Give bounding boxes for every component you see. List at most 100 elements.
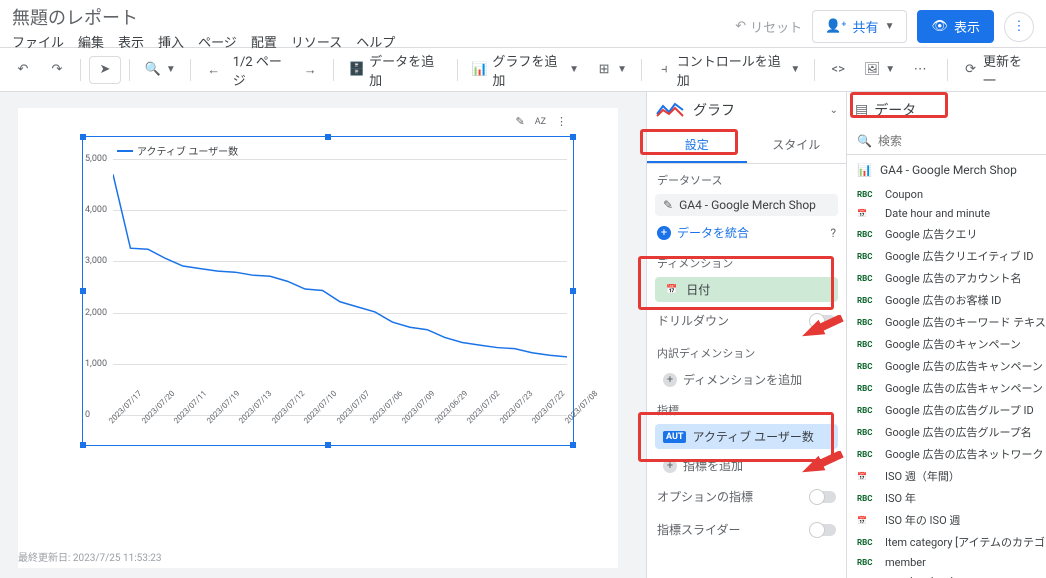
line-chart[interactable]: ✎ AZ ⋮ アクティブ ユーザー数 5,0004,0003,0002,0001… xyxy=(82,136,574,446)
more-horiz-icon: ⋯ xyxy=(911,61,929,79)
field-row[interactable]: RBCmember_level xyxy=(847,572,1046,578)
more-button[interactable]: ⋮ xyxy=(1004,12,1034,42)
field-row[interactable]: RBCGoogle 広告の広告キャンペーン ID xyxy=(847,355,1046,377)
y-tick-label: 0 xyxy=(85,410,90,420)
field-label: Google 広告のアカウント名 xyxy=(885,270,1021,286)
pencil-icon[interactable]: ✎ xyxy=(516,115,525,128)
chart-type-selector[interactable]: グラフ ⌄ xyxy=(647,92,846,128)
embed-button[interactable]: <> xyxy=(823,57,853,83)
view-button[interactable]: 👁 表示 xyxy=(917,10,994,43)
blend-data-link[interactable]: + データを統合 ? xyxy=(647,218,846,247)
text-type-icon: RBC xyxy=(857,406,879,415)
share-button[interactable]: 👤⁺ 共有 ▼ xyxy=(812,10,907,43)
field-row[interactable]: RBCGoogle 広告の広告キャンペーン タイプ xyxy=(847,377,1046,399)
data-source-row[interactable]: 📊 GA4 - Google Merch Shop xyxy=(847,155,1046,185)
field-row[interactable]: RBCmember xyxy=(847,553,1046,572)
text-type-icon: RBC xyxy=(857,494,879,503)
field-row[interactable]: RBC Google 広告の広告グループ名 xyxy=(847,421,1046,443)
field-label: Google 広告のお客様 ID xyxy=(885,292,1001,308)
field-label: Google 広告の広告グループ名 xyxy=(885,424,1032,440)
refresh-button[interactable]: ⟳更新を一 xyxy=(956,47,1038,93)
menu-arrange[interactable]: 配置 xyxy=(251,32,277,51)
field-row[interactable]: 📅Date hour and minute xyxy=(847,204,1046,223)
zoom-button[interactable]: 🔍▼ xyxy=(138,57,182,83)
canvas[interactable]: ✎ AZ ⋮ アクティブ ユーザー数 5,0004,0003,0002,0001… xyxy=(0,92,646,578)
blocks-icon: ⊞ xyxy=(595,61,613,79)
image-button[interactable]: 🖼▼ xyxy=(857,57,901,83)
field-row[interactable]: RBC Google 広告のお客様 ID xyxy=(847,289,1046,311)
field-label: Coupon xyxy=(885,188,923,201)
menu-page[interactable]: ページ xyxy=(198,32,237,51)
menu-view[interactable]: 表示 xyxy=(118,32,144,51)
field-row[interactable]: RBCGoogle 広告のアカウント名 xyxy=(847,267,1046,289)
field-row[interactable]: 📅ISO 週（年間） xyxy=(847,465,1046,487)
field-row[interactable]: RBC Google 広告の広告グループ ID xyxy=(847,399,1046,421)
field-label: ISO 年 xyxy=(885,490,916,506)
field-row[interactable]: RBC ISO 年 xyxy=(847,487,1046,509)
menu-insert[interactable]: 挿入 xyxy=(158,32,184,51)
field-row[interactable]: RBCCoupon xyxy=(847,185,1046,204)
table-icon: ▤ xyxy=(855,102,868,118)
sort-icon[interactable]: AZ xyxy=(535,117,546,127)
tab-style[interactable]: スタイル xyxy=(747,128,847,163)
field-row[interactable]: RBCGoogle 広告クリエイティブ ID xyxy=(847,245,1046,267)
y-tick-label: 1,000 xyxy=(85,359,107,369)
text-type-icon: RBC xyxy=(857,428,879,437)
redo-icon: ↷ xyxy=(48,61,66,79)
optional-metric-toggle[interactable]: オプションの指標 xyxy=(647,480,846,513)
image-icon: 🖼 xyxy=(863,61,881,79)
field-search[interactable]: 🔍 xyxy=(847,128,1046,155)
add-dimension-button[interactable]: + ディメンションを追加 xyxy=(655,367,838,392)
field-label: ISO 週（年間） xyxy=(885,468,960,484)
field-row[interactable]: RBCItem category [アイテムのカテゴリ] xyxy=(847,531,1046,553)
page-prev[interactable]: ← xyxy=(199,57,229,83)
search-icon: 🔍 xyxy=(857,134,872,148)
callout-arrow xyxy=(800,315,844,345)
add-chart-button[interactable]: 📊グラフを追加▼ xyxy=(466,47,586,93)
menu-edit[interactable]: 編集 xyxy=(78,32,104,51)
menubar: ファイル 編集 表示 挿入 ページ 配置 リソース ヘルプ xyxy=(12,32,395,51)
arrow-left-icon: ← xyxy=(205,61,223,79)
text-type-icon: RBC xyxy=(857,558,879,567)
add-data-button[interactable]: 🗄️データを追加 xyxy=(342,47,448,93)
doc-title[interactable]: 無題のレポート xyxy=(12,4,395,30)
search-input[interactable] xyxy=(878,134,1036,148)
metric-chip[interactable]: AUT アクティブ ユーザー数 xyxy=(655,424,838,449)
field-row[interactable]: RBCGoogle 広告クエリ xyxy=(847,223,1046,245)
field-row[interactable]: RBCGoogle 広告のキャンペーン xyxy=(847,333,1046,355)
dimension-chip[interactable]: 📅 日付 xyxy=(655,277,838,302)
chart-axes: 5,0004,0003,0002,0001,0000 xyxy=(113,159,567,413)
data-source-title: データソース xyxy=(647,164,846,192)
calendar-icon: 📅 xyxy=(857,516,879,525)
more-tools[interactable]: ⋯ xyxy=(905,57,935,83)
menu-resource[interactable]: リソース xyxy=(291,32,342,51)
dimension-title: ディメンション xyxy=(647,247,846,275)
field-label: Google 広告の広告ネットワーク タイ… xyxy=(885,446,1046,462)
page-next[interactable]: → xyxy=(295,57,325,83)
data-source-chip[interactable]: ✎ GA4 - Google Merch Shop xyxy=(655,194,838,216)
reset-button[interactable]: ↶ リセット xyxy=(735,17,802,36)
field-row[interactable]: RBCGoogle 広告のキーワード テキスト xyxy=(847,311,1046,333)
chart-more-icon[interactable]: ⋮ xyxy=(556,115,567,128)
help-icon[interactable]: ? xyxy=(830,226,836,240)
add-control-button[interactable]: ⫞コントロールを追加▼ xyxy=(650,47,806,93)
text-type-icon: RBC xyxy=(857,296,879,305)
toolbar: ↶ ↷ ➤ 🔍▼ ← 1/2 ページ → 🗄️データを追加 📊グラフを追加▼ ⊞… xyxy=(0,48,1046,92)
setup-tabs: 設定 スタイル xyxy=(647,128,846,164)
undo-button[interactable]: ↶ xyxy=(8,57,38,83)
zoom-icon: 🔍 xyxy=(144,61,162,79)
tab-setup[interactable]: 設定 xyxy=(647,128,747,163)
field-label: Google 広告の広告グループ ID xyxy=(885,402,1034,418)
menu-file[interactable]: ファイル xyxy=(12,32,64,51)
redo-button[interactable]: ↷ xyxy=(42,57,72,83)
pointer-tool[interactable]: ➤ xyxy=(89,56,121,84)
community-viz-button[interactable]: ⊞▼ xyxy=(589,57,633,83)
filter-icon: ⫞ xyxy=(656,61,673,79)
chevron-down-icon: ⌄ xyxy=(830,105,838,116)
field-row[interactable]: 📅ISO 年の ISO 週 xyxy=(847,509,1046,531)
field-label: Google 広告の広告キャンペーン ID xyxy=(885,358,1046,374)
metric-slider-toggle[interactable]: 指標スライダー xyxy=(647,513,846,546)
eye-icon: 👁 xyxy=(931,19,948,34)
toggle-icon xyxy=(810,491,836,503)
field-row[interactable]: RBCGoogle 広告の広告ネットワーク タイ… xyxy=(847,443,1046,465)
